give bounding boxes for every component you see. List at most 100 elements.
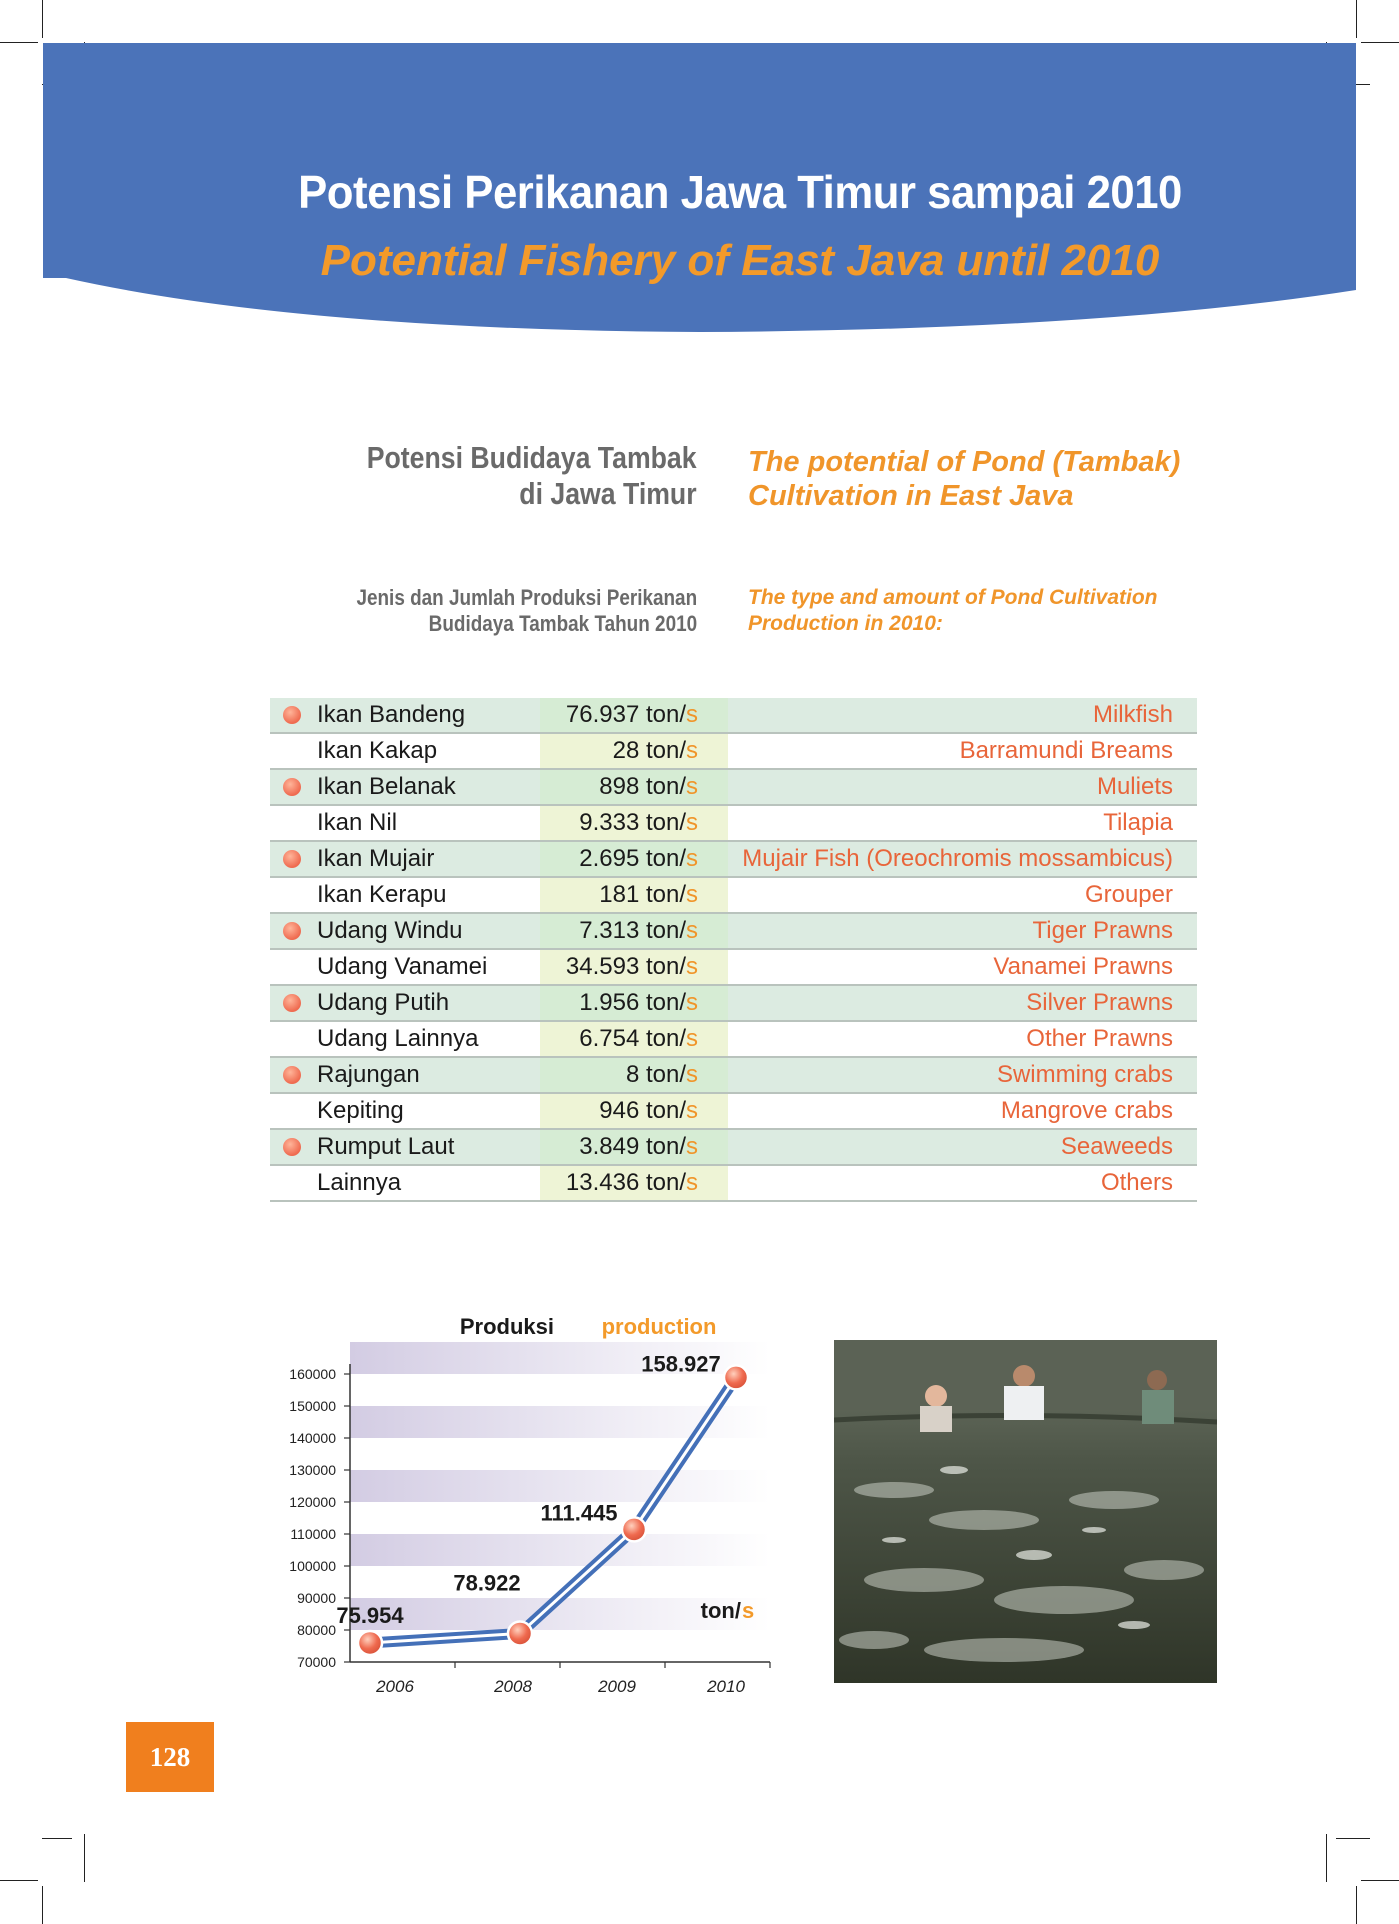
bullet-dot-icon xyxy=(283,850,301,868)
table-row: Udang Windu 7.313 ton/s Tiger Prawns xyxy=(270,914,1197,950)
species-name: Rumput Laut xyxy=(317,1133,455,1160)
amount-cell-bg xyxy=(540,1058,728,1092)
crop-mark xyxy=(1356,1886,1357,1924)
bullet-dot-icon xyxy=(283,706,301,724)
table-row: Rumput Laut 3.849 ton/s Seaweeds xyxy=(270,1130,1197,1166)
species-english: Others xyxy=(1100,1169,1173,1196)
crop-mark xyxy=(1361,42,1399,43)
amount-cell-bg xyxy=(540,698,728,732)
x-tick-label: 2009 xyxy=(597,1677,636,1696)
production-amount: 1.956 ton/s xyxy=(579,989,698,1016)
species-name: Ikan Kakap xyxy=(317,737,438,764)
species-english: Grouper xyxy=(1084,881,1173,908)
y-tick-label: 80000 xyxy=(297,1622,336,1638)
y-tick-label: 120000 xyxy=(289,1494,336,1510)
table-row: Ikan Nil 9.333 ton/s Tilapia xyxy=(270,806,1197,842)
production-amount: 76.937 ton/s xyxy=(565,701,698,728)
species-english: Vanamei Prawns xyxy=(993,953,1173,980)
species-english: Mujair Fish (Oreochromis mossambicus) xyxy=(742,845,1173,872)
crop-mark xyxy=(0,42,38,43)
amount-cell-bg xyxy=(540,1130,728,1164)
production-amount: 34.593 ton/s xyxy=(565,953,698,980)
x-tick-label: 2008 xyxy=(493,1677,532,1696)
table-caption-en: The type and amount of Pond Cultivation … xyxy=(748,586,1158,635)
species-english: Mangrove crabs xyxy=(1000,1097,1173,1124)
species-name: Ikan Bandeng xyxy=(317,701,466,728)
table-row: Udang Vanamei 34.593 ton/s Vanamei Prawns xyxy=(270,950,1197,986)
data-point xyxy=(722,1364,750,1391)
chart-band xyxy=(350,1342,770,1374)
data-label: 78.922 xyxy=(453,1570,520,1595)
y-tick-label: 110000 xyxy=(290,1526,336,1542)
production-amount: 2.695 ton/s xyxy=(579,845,698,872)
y-tick-label: 140000 xyxy=(289,1430,336,1446)
species-name: Ikan Belanak xyxy=(317,773,456,800)
species-english: Milkfish xyxy=(1092,701,1173,728)
species-name: Lainnya xyxy=(317,1169,402,1196)
table-row: Ikan Kerapu 181 ton/s Grouper xyxy=(270,878,1197,914)
bullet-dot-icon xyxy=(283,778,301,796)
table-caption-id: Jenis dan Jumlah Produksi Perikanan Budi… xyxy=(356,585,697,636)
amount-cell-bg xyxy=(540,950,728,984)
crop-mark xyxy=(42,1886,43,1924)
bullet-dot-icon xyxy=(283,994,301,1012)
production-amount: 9.333 ton/s xyxy=(579,809,698,836)
chart-band xyxy=(350,1534,770,1566)
data-point xyxy=(356,1629,384,1657)
crop-mark xyxy=(42,1838,72,1839)
section-heading-en: The potential of Pond (Tambak) Cultivati… xyxy=(748,446,1181,512)
production-amount: 898 ton/s xyxy=(599,773,698,800)
table-row: Ikan Bandeng 76.937 ton/s Milkfish xyxy=(270,698,1197,734)
production-amount: 13.436 ton/s xyxy=(565,1169,698,1196)
table-row: Ikan Kakap 28 ton/s Barramundi Breams xyxy=(270,734,1197,770)
species-english: Tilapia xyxy=(1103,809,1173,836)
species-english: Barramundi Breams xyxy=(959,737,1173,764)
species-english: Muliets xyxy=(1096,773,1173,800)
data-point xyxy=(620,1516,648,1543)
table-row: Ikan Mujair 2.695 ton/s Mujair Fish (Oreoc… xyxy=(270,842,1197,878)
amount-cell-bg xyxy=(540,914,728,948)
data-label: 111.445 xyxy=(540,1500,617,1525)
header-banner xyxy=(43,43,1356,332)
crop-mark xyxy=(0,1880,38,1881)
y-tick-label: 160000 xyxy=(289,1366,336,1382)
section-heading-id: Potensi Budidaya Tambak di Jawa Timur xyxy=(367,440,697,511)
species-name: Kepiting xyxy=(317,1097,404,1124)
table-row: Udang Lainnya 6.754 ton/s Other Prawns xyxy=(270,1022,1197,1058)
chart-band xyxy=(350,1470,770,1502)
data-label: 158.927 xyxy=(641,1351,721,1376)
x-tick-label: 2006 xyxy=(375,1677,414,1696)
amount-cell-bg xyxy=(540,770,728,804)
bullet-dot-icon xyxy=(283,1066,301,1084)
species-name: Udang Putih xyxy=(317,989,450,1016)
amount-cell-bg xyxy=(540,842,728,876)
amount-cell-bg xyxy=(540,1022,728,1056)
species-name: Ikan Kerapu xyxy=(317,881,447,908)
y-tick-label: 130000 xyxy=(289,1462,336,1478)
y-tick-label: 150000 xyxy=(289,1398,336,1414)
species-name: Ikan Mujair xyxy=(317,845,435,872)
species-name: Udang Lainnya xyxy=(317,1025,479,1052)
production-table: Ikan Bandeng 76.937 ton/s Milkfish Ikan Kak… xyxy=(270,698,1197,1202)
chart-title: Produksi xyxy=(460,1314,554,1339)
production-amount: 181 ton/s xyxy=(599,881,698,908)
production-amount: 946 ton/s xyxy=(599,1097,698,1124)
species-english: Seaweeds xyxy=(1060,1133,1173,1160)
data-point xyxy=(506,1620,534,1647)
production-amount: 7.313 ton/s xyxy=(579,917,698,944)
table-row: Udang Putih 1.956 ton/s Silver Prawns xyxy=(270,986,1197,1022)
production-amount: 28 ton/s xyxy=(612,737,698,764)
chart-unit-s: s xyxy=(742,1598,754,1623)
amount-cell-bg xyxy=(540,1166,728,1200)
crop-mark xyxy=(84,1834,85,1882)
page-title: Potensi Perikanan Jawa Timur sampai 2010 xyxy=(298,166,1182,218)
bullet-dot-icon xyxy=(283,922,301,940)
x-tick-label: 2010 xyxy=(706,1677,745,1696)
species-name: Ikan Nil xyxy=(317,809,398,836)
table-row: Lainnya 13.436 ton/s Others xyxy=(270,1166,1197,1202)
species-english: Other Prawns xyxy=(1026,1025,1173,1052)
y-tick-label: 90000 xyxy=(297,1590,336,1606)
amount-cell-bg xyxy=(540,806,728,840)
chart-title-en: production xyxy=(602,1314,717,1339)
production-amount: 8 ton/s xyxy=(625,1061,698,1088)
